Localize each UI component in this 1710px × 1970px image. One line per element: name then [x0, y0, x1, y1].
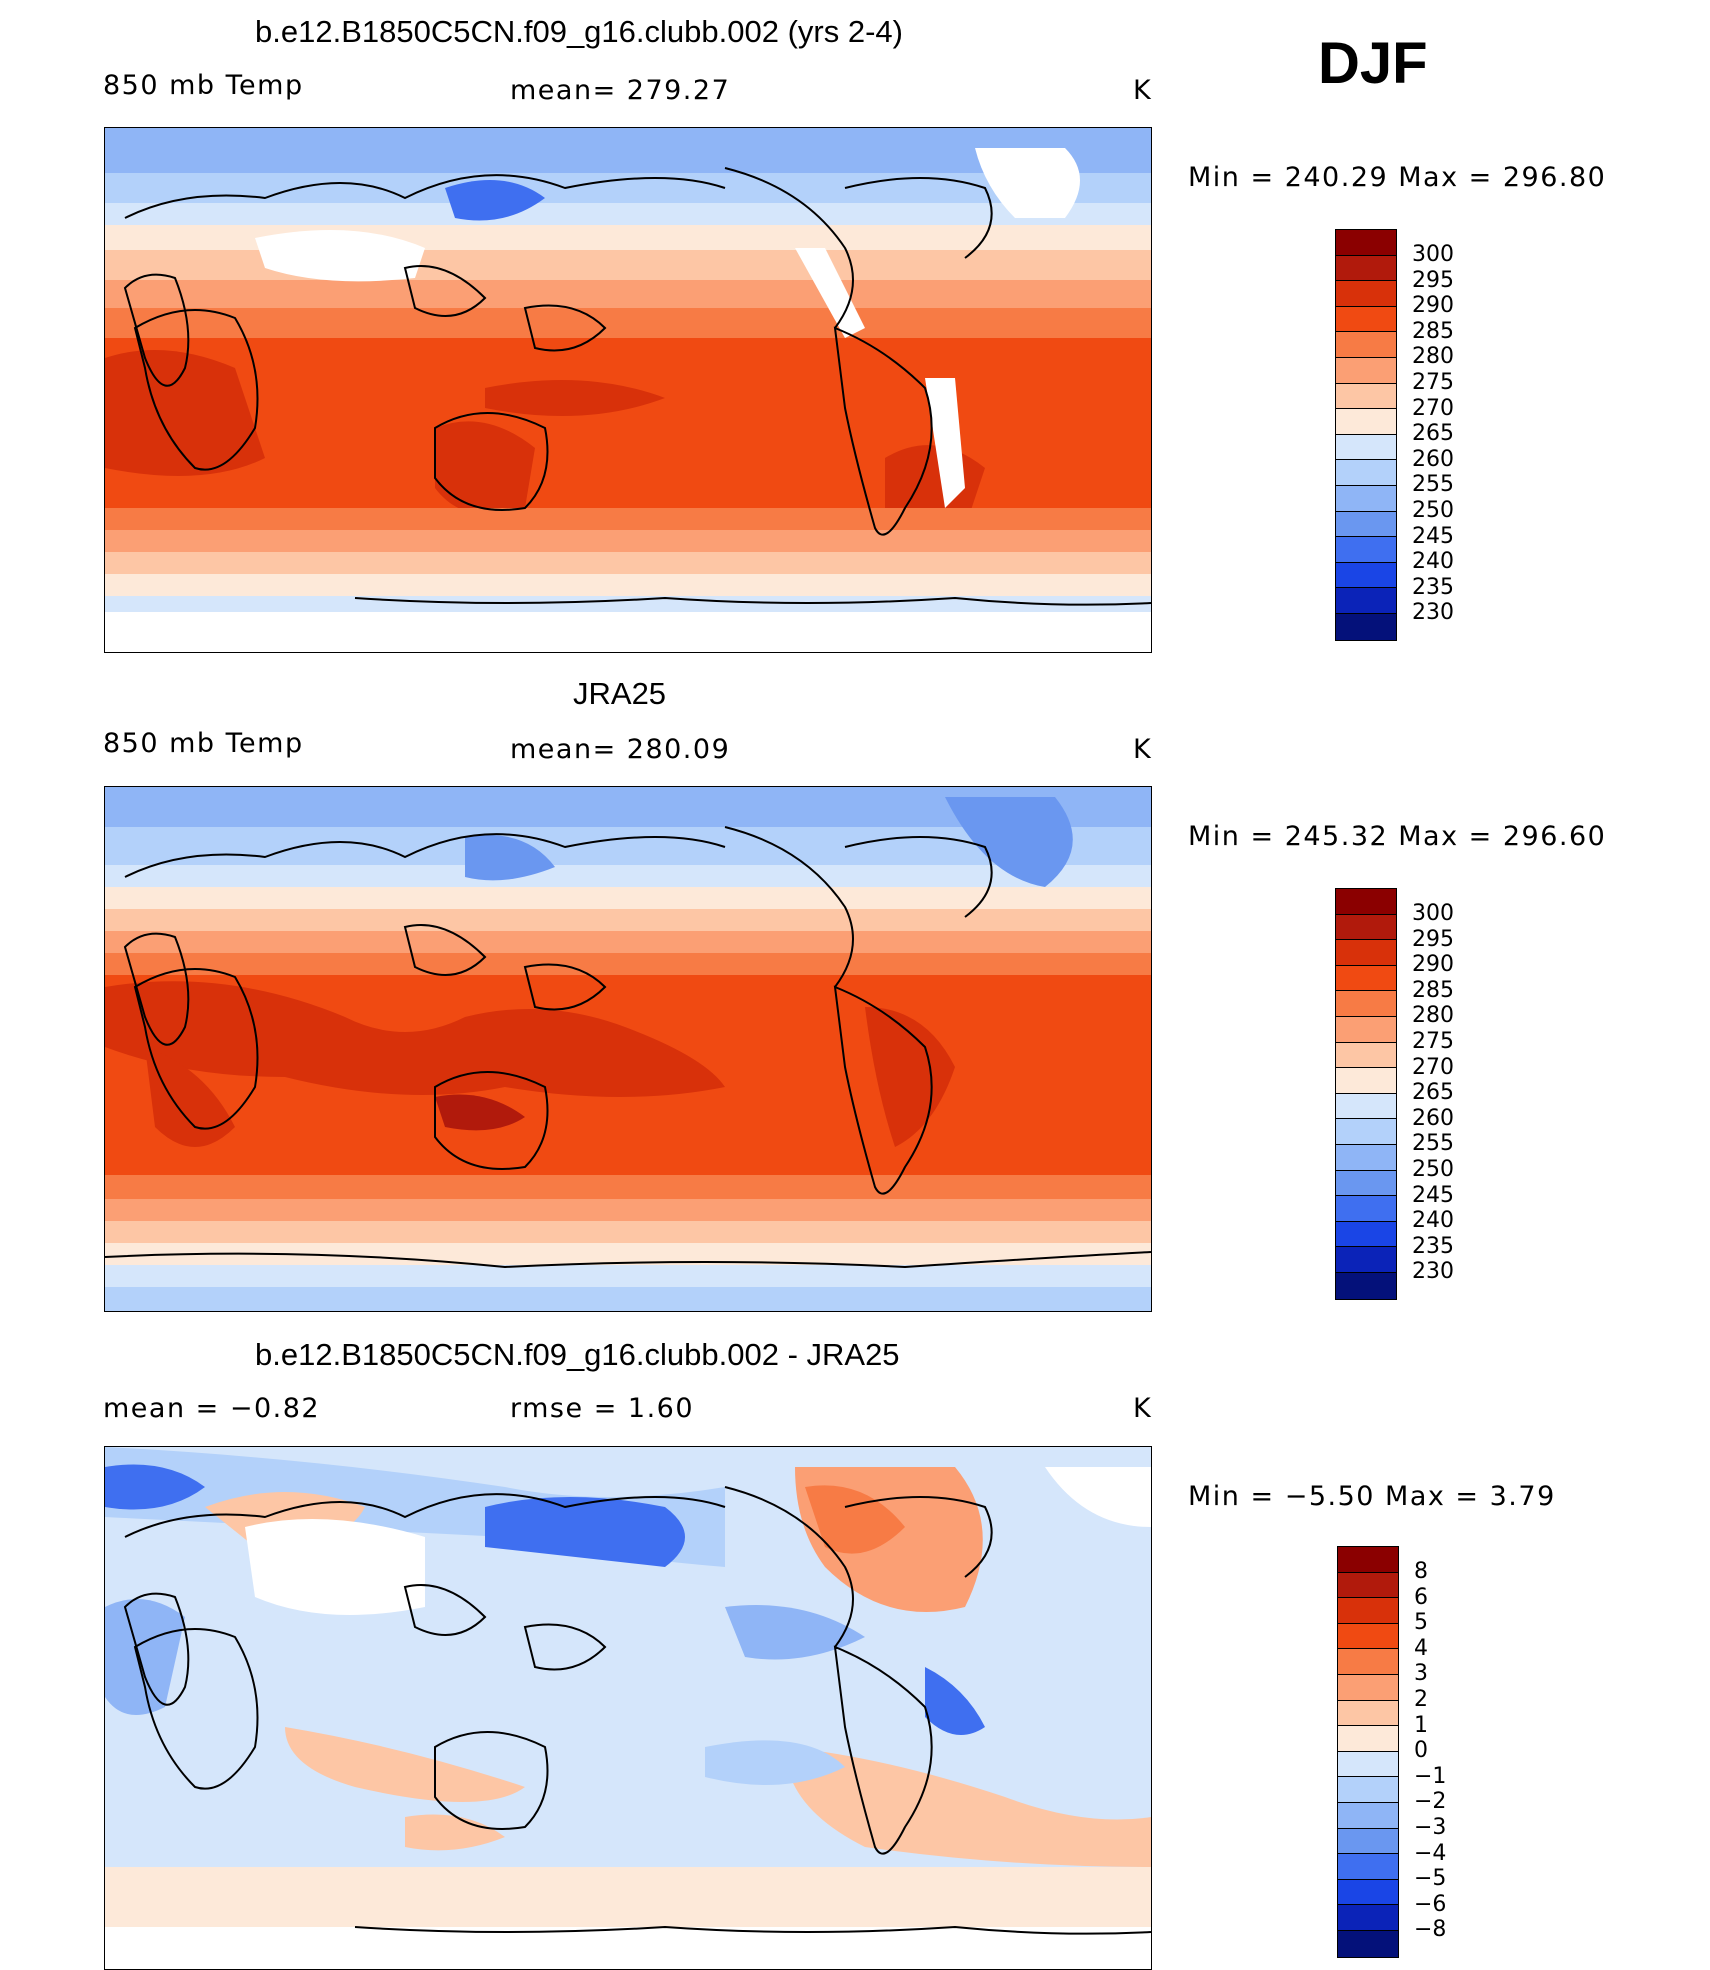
panel-2-map: [104, 786, 1152, 1312]
panel-2-unit: K: [1133, 734, 1153, 765]
colorbar-label: −8: [1414, 1917, 1447, 1943]
colorbar-label: −5: [1414, 1866, 1447, 1892]
panel-3-mean: mean = −0.82: [103, 1393, 321, 1424]
panel-3-range: Min = −5.50 Max = 3.79: [1188, 1481, 1556, 1512]
colorbar-label: 230: [1412, 1259, 1454, 1285]
colorbar-label: 240: [1412, 549, 1454, 575]
panel-1-variable: 850 mb Temp: [103, 70, 304, 101]
panel-2-colorbar: [1335, 888, 1397, 1300]
colorbar-label: 240: [1412, 1208, 1454, 1234]
colorbar-label: 275: [1412, 370, 1454, 395]
colorbar-label: 2: [1414, 1687, 1428, 1712]
panel-1-map: [104, 127, 1152, 653]
colorbar-label: 295: [1412, 926, 1454, 952]
colorbar-label: 230: [1412, 600, 1454, 626]
colorbar-label: 285: [1412, 318, 1454, 344]
colorbar-label: 300: [1412, 901, 1454, 926]
panel-1-range: Min = 240.29 Max = 296.80: [1188, 162, 1607, 193]
panel-3-title: b.e12.B1850C5CN.f09_g16.clubb.002 - JRA2…: [255, 1337, 900, 1372]
colorbar-label: −6: [1414, 1891, 1447, 1917]
panel-1-title: b.e12.B1850C5CN.f09_g16.clubb.002 (yrs 2…: [255, 14, 903, 49]
colorbar-label: 290: [1412, 293, 1454, 319]
colorbar-label: 235: [1412, 1233, 1454, 1259]
colorbar-label: 285: [1412, 977, 1454, 1003]
colorbar-label: −3: [1414, 1815, 1447, 1840]
colorbar-label: 0: [1414, 1738, 1428, 1764]
colorbar-label: 270: [1412, 395, 1454, 421]
colorbar-label: 245: [1412, 1182, 1454, 1208]
colorbar-label: 4: [1414, 1635, 1428, 1661]
colorbar-label: 260: [1412, 446, 1454, 472]
panel-3-colorbar: [1337, 1546, 1399, 1958]
panel-3-rmse: rmse = 1.60: [510, 1393, 695, 1424]
colorbar-label: 300: [1412, 242, 1454, 267]
colorbar-label: 8: [1414, 1559, 1428, 1584]
colorbar-label: 6: [1414, 1584, 1428, 1610]
colorbar-label: 280: [1412, 1003, 1454, 1029]
panel-1-colorbar: [1335, 229, 1397, 641]
colorbar-label: 235: [1412, 574, 1454, 600]
colorbar-label: 5: [1414, 1610, 1428, 1636]
colorbar-label: 295: [1412, 267, 1454, 293]
panel-1-unit: K: [1133, 75, 1153, 106]
colorbar-label: 255: [1412, 1131, 1454, 1157]
colorbar-label: 270: [1412, 1054, 1454, 1080]
colorbar-label: 290: [1412, 952, 1454, 978]
colorbar-label: −2: [1414, 1789, 1447, 1815]
colorbar-label: 280: [1412, 344, 1454, 370]
colorbar-label: 1: [1414, 1712, 1428, 1738]
panel-1-mean: mean= 279.27: [510, 75, 731, 106]
panel-2-title: JRA25: [573, 676, 667, 711]
colorbar-label: 250: [1412, 1157, 1454, 1182]
colorbar-label: 265: [1412, 421, 1454, 447]
colorbar-label: 3: [1414, 1661, 1428, 1687]
colorbar-label: 275: [1412, 1029, 1454, 1054]
colorbar-label: 250: [1412, 498, 1454, 523]
panel-2-mean: mean= 280.09: [510, 734, 731, 765]
colorbar-label: 245: [1412, 523, 1454, 549]
panel-2-variable: 850 mb Temp: [103, 728, 304, 759]
colorbar-label: −4: [1414, 1840, 1447, 1866]
season-label: DJF: [1318, 31, 1428, 96]
colorbar-label: −1: [1414, 1763, 1447, 1789]
panel-2-range: Min = 245.32 Max = 296.60: [1188, 821, 1607, 852]
panel-3-unit: K: [1133, 1393, 1153, 1424]
colorbar-label: 265: [1412, 1080, 1454, 1106]
colorbar-label: 255: [1412, 472, 1454, 498]
panel-3-map: [104, 1446, 1152, 1970]
colorbar-label: 260: [1412, 1105, 1454, 1131]
